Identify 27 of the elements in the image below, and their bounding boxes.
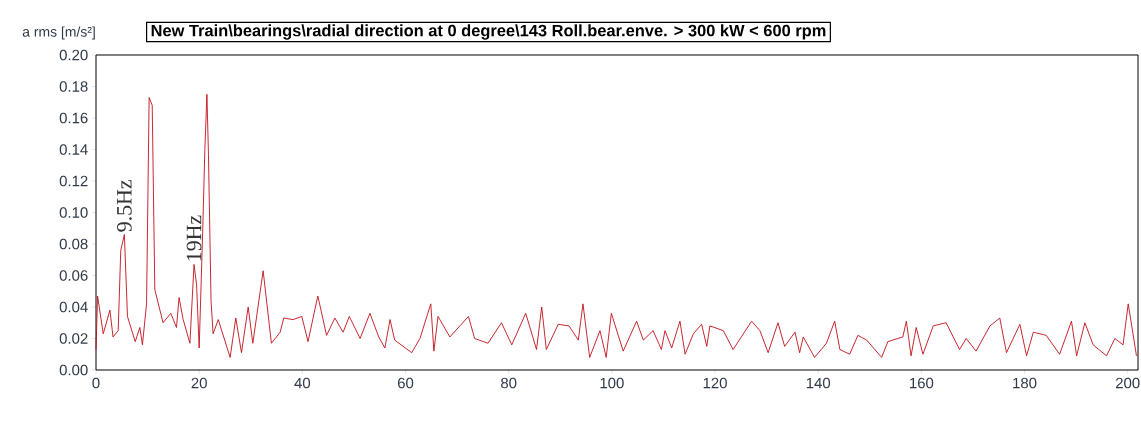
y-axis-title: a rms [m/s²] [22,26,95,40]
line-series [95,93,1137,358]
x-tick-label: 140 [806,377,831,389]
y-tick-label: 0.20 [59,49,88,61]
x-tick-label: 40 [294,377,311,389]
y-tick-label: 0.14 [59,144,88,155]
y-tick-label: 0.08 [59,238,88,250]
x-tick-label: 100 [600,377,624,389]
x-tick-label: 180 [1013,377,1037,389]
y-tick-label: 0.00 [59,364,88,376]
x-tick-label: 120 [703,377,727,389]
annotation: 19Hz [186,215,202,261]
y-tick-label: 0.02 [59,333,88,344]
x-tick-label: 20 [191,377,207,389]
y-tick-label: 0.16 [59,112,88,124]
y-tick-label: 0.18 [59,81,88,92]
chart-title: New Train\bearings\radial direction at 0 degree\143 Roll.bear.enve. > 300 kW < 600 rpm [151,24,826,40]
x-tick-label: 0 [92,377,100,389]
x-tick-label: 60 [397,377,414,389]
x-tick-label: 160 [910,377,934,389]
y-tick-label: 0.04 [59,301,88,313]
x-tick-label: 200 [1115,377,1140,389]
x-tick-label: 80 [501,377,517,389]
y-tick-label: 0.12 [59,175,88,187]
y-tick-label: 0.10 [59,207,88,218]
y-tick-label: 0.06 [59,270,88,281]
annotation: 9.5Hz [116,180,132,232]
